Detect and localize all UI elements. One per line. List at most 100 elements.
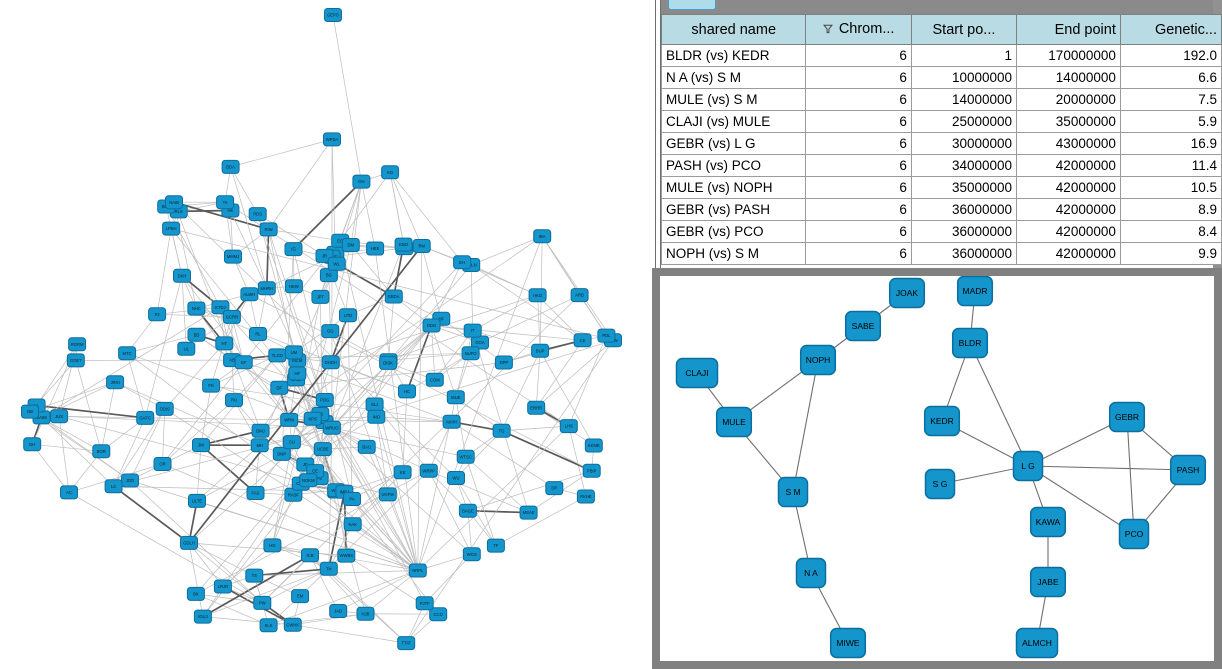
- subnetwork-node-pco[interactable]: PCO: [1118, 518, 1150, 550]
- network-node[interactable]: NUFO: [461, 346, 480, 361]
- network-node[interactable]: BK: [186, 586, 205, 601]
- network-node[interactable]: WRUO: [322, 420, 341, 435]
- network-node[interactable]: IBA: [533, 229, 552, 244]
- network-node[interactable]: UM: [284, 345, 303, 360]
- table-cell[interactable]: 42000000: [1016, 220, 1121, 243]
- table-row[interactable]: BLDR (vs) KEDR 6 1 170000000 192.0: [660, 44, 1222, 67]
- table-cell[interactable]: 43000000: [1016, 132, 1121, 155]
- network-node[interactable]: DMJ: [251, 423, 270, 438]
- network-node[interactable]: ALWH: [240, 287, 259, 302]
- network-node[interactable]: JAD: [329, 604, 348, 618]
- subnetwork-node-claji[interactable]: CLAJI: [675, 357, 719, 389]
- table-row[interactable]: GEBR (vs) L G 6 30000000 43000000 16.9: [660, 132, 1222, 155]
- table-cell[interactable]: 9.9: [1119, 242, 1222, 265]
- table-cell[interactable]: 5.9: [1119, 110, 1222, 133]
- main-network-panel[interactable]: ABGDLHNHCBGGOADFCFARDHIOTRLSICBUTDDNPBKT…: [0, 0, 652, 669]
- network-node[interactable]: UCBE: [313, 442, 332, 457]
- network-node[interactable]: KBO: [394, 237, 413, 252]
- table-cell[interactable]: BLDR (vs) KEDR: [660, 44, 807, 67]
- table-cell[interactable]: GEBR (vs) PCO: [660, 220, 807, 243]
- table-cell[interactable]: 6: [805, 220, 912, 243]
- network-node[interactable]: GF: [234, 355, 253, 370]
- network-node[interactable]: GAFC: [136, 410, 155, 425]
- network-node[interactable]: IG: [284, 242, 303, 257]
- table-cell[interactable]: 6: [805, 110, 912, 133]
- network-node[interactable]: ERRR: [527, 400, 546, 415]
- table-cell[interactable]: 16.9: [1119, 132, 1222, 155]
- table-cell[interactable]: 6: [805, 242, 912, 265]
- table-row[interactable]: PASH (vs) PCO 6 34000000 42000000 11.4: [660, 154, 1222, 177]
- network-node[interactable]: AKHH: [442, 414, 461, 429]
- table-cell[interactable]: 10.5: [1119, 176, 1222, 199]
- subnetwork-node-mule[interactable]: MULE: [715, 406, 753, 438]
- network-node[interactable]: HEE: [366, 241, 385, 256]
- network-node[interactable]: ULTE: [188, 493, 206, 508]
- network-node[interactable]: RKHE: [576, 489, 595, 504]
- table-cell[interactable]: 42000000: [1016, 242, 1121, 265]
- network-node[interactable]: CWHK: [283, 617, 302, 632]
- network-node[interactable]: GG: [321, 324, 340, 339]
- network-node[interactable]: EBDA: [384, 289, 403, 304]
- network-node[interactable]: GOET: [66, 353, 85, 368]
- table-cell[interactable]: N A (vs) S M: [660, 66, 807, 89]
- table-row[interactable]: MULE (vs) S M 6 14000000 20000000 7.5: [660, 88, 1222, 111]
- table-cell[interactable]: 6: [805, 88, 912, 111]
- main-network-canvas[interactable]: ABGDLHNHCBGGOADFCFARDHIOTRLSICBUTDDNPBKT…: [0, 0, 652, 669]
- network-node[interactable]: HC: [398, 384, 416, 399]
- network-node[interactable]: TF: [486, 538, 505, 553]
- network-node[interactable]: TH: [319, 561, 338, 576]
- network-node[interactable]: OR: [153, 457, 172, 471]
- column-header-shared-name[interactable]: shared name: [660, 14, 807, 45]
- subnetwork-node-sabe[interactable]: SABE: [844, 310, 882, 342]
- network-node[interactable]: RL: [249, 327, 267, 341]
- network-node[interactable]: PJ: [148, 307, 167, 322]
- network-node[interactable]: HG: [263, 538, 282, 553]
- network-node[interactable]: HT: [215, 336, 234, 351]
- network-node[interactable]: GH: [23, 437, 42, 452]
- network-node[interactable]: ARD: [570, 288, 589, 303]
- network-node[interactable]: DF: [270, 380, 289, 395]
- network-node[interactable]: LRJR: [213, 579, 232, 594]
- network-node[interactable]: COM: [425, 372, 444, 387]
- network-node[interactable]: DHDH: [321, 355, 340, 370]
- network-node[interactable]: FK: [202, 378, 221, 393]
- network-node[interactable]: PBIP: [582, 463, 601, 478]
- network-node[interactable]: DP: [545, 481, 564, 496]
- network-node[interactable]: KD: [381, 165, 400, 180]
- network-node[interactable]: RU: [225, 393, 243, 408]
- network-node[interactable]: KE: [393, 465, 412, 480]
- network-node[interactable]: LC: [104, 479, 123, 494]
- network-node[interactable]: GEPO: [324, 8, 342, 22]
- subnetwork-node-jabe[interactable]: JABE: [1029, 566, 1067, 598]
- network-node[interactable]: UL: [177, 341, 196, 356]
- network-node[interactable]: HF: [288, 366, 307, 381]
- network-node[interactable]: NAIB: [165, 195, 183, 210]
- table-cell[interactable]: 6: [805, 44, 912, 67]
- network-node[interactable]: BAGE: [458, 503, 477, 518]
- network-node[interactable]: NHC: [187, 301, 206, 316]
- column-header-chrom[interactable]: Chrom...: [805, 14, 912, 45]
- table-cell[interactable]: 6: [805, 66, 912, 89]
- network-node[interactable]: LPEH: [162, 221, 181, 236]
- network-node[interactable]: PDS: [248, 207, 267, 222]
- network-node[interactable]: TG: [492, 423, 511, 438]
- network-node[interactable]: ODIS: [155, 401, 174, 416]
- table-cell[interactable]: 1: [910, 44, 1018, 67]
- table-cell[interactable]: 35000000: [910, 176, 1018, 199]
- table-cell[interactable]: 42000000: [1016, 198, 1121, 221]
- network-node[interactable]: KKMB: [584, 438, 603, 453]
- table-cell[interactable]: 170000000: [1016, 44, 1121, 67]
- network-node[interactable]: TS: [245, 568, 264, 583]
- network-node[interactable]: BD: [187, 327, 206, 342]
- subnetwork-node-bldr[interactable]: BLDR: [951, 327, 989, 359]
- network-node[interactable]: HJB: [356, 606, 375, 621]
- subnetwork-node-l-g[interactable]: L G: [1012, 450, 1044, 482]
- network-node[interactable]: TA: [216, 195, 235, 210]
- network-node[interactable]: HEW: [284, 279, 303, 294]
- subnetwork-panel[interactable]: JOAK MADR SABE BLDR NOPH CLAJI GEBR KEDR MULE L G…: [652, 268, 1222, 669]
- network-node[interactable]: DPP: [494, 355, 513, 370]
- network-node[interactable]: WTSC: [456, 449, 475, 464]
- subnetwork-node-s-g[interactable]: S G: [924, 468, 956, 500]
- network-node[interactable]: RM: [412, 239, 431, 253]
- network-node[interactable]: WU: [447, 471, 465, 485]
